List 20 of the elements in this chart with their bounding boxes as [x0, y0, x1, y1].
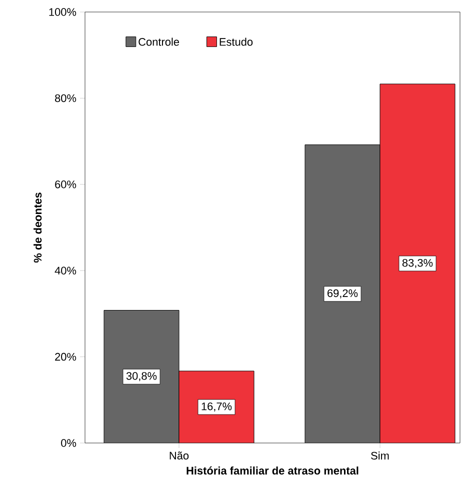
- x-tick-label: Não: [170, 452, 189, 460]
- bar: [178, 370, 254, 443]
- y-tick-label: 20%: [55, 352, 76, 361]
- x-tick-label: Sim: [371, 452, 389, 460]
- bar: [104, 310, 180, 443]
- x-axis-title: História familiar de atraso mental: [186, 466, 358, 475]
- y-tick-label: 0%: [61, 439, 76, 447]
- y-tick-label: 80%: [55, 94, 76, 102]
- legend-label: Estudo: [220, 38, 253, 46]
- y-axis-title: % de deontes: [34, 192, 42, 263]
- data-label: 30,8%: [126, 372, 157, 382]
- data-label: 69,2%: [328, 289, 358, 298]
- bar: [304, 144, 380, 443]
- data-label: 16,7%: [202, 402, 232, 412]
- legend-label: Controle: [138, 38, 180, 46]
- data-label: 83,3%: [402, 258, 433, 268]
- y-tick-label: 100%: [49, 8, 76, 16]
- y-tick-label: 60%: [55, 180, 76, 188]
- bar: [380, 84, 456, 443]
- y-tick-label: 40%: [54, 266, 76, 274]
